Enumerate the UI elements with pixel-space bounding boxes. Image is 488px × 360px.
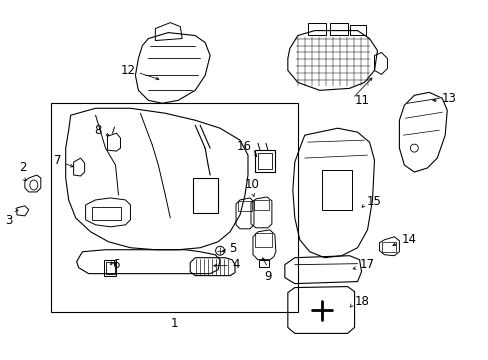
Text: 7: 7 bbox=[54, 154, 61, 167]
Text: 6: 6 bbox=[112, 258, 120, 271]
Text: 12: 12 bbox=[120, 64, 135, 77]
Bar bbox=[254, 150, 274, 172]
Text: 10: 10 bbox=[244, 178, 259, 191]
Text: 17: 17 bbox=[359, 258, 374, 271]
Bar bbox=[307, 23, 325, 35]
Bar bbox=[105, 262, 114, 274]
Bar bbox=[253, 200, 268, 210]
Bar bbox=[321, 170, 351, 210]
Text: 14: 14 bbox=[401, 233, 416, 246]
Bar bbox=[382, 242, 396, 252]
Bar bbox=[329, 23, 347, 35]
Bar bbox=[349, 24, 365, 35]
Bar bbox=[193, 178, 218, 213]
Bar bbox=[259, 260, 268, 267]
Text: 15: 15 bbox=[366, 195, 381, 208]
Bar bbox=[103, 260, 116, 276]
Text: 13: 13 bbox=[440, 92, 455, 105]
Text: 1: 1 bbox=[170, 318, 178, 330]
Bar bbox=[254, 233, 271, 247]
Text: 16: 16 bbox=[237, 140, 251, 153]
Bar bbox=[91, 207, 121, 220]
Text: 9: 9 bbox=[264, 270, 271, 283]
Text: 4: 4 bbox=[232, 258, 239, 271]
Text: 3: 3 bbox=[5, 214, 13, 227]
Text: 2: 2 bbox=[19, 161, 26, 174]
Bar bbox=[258, 153, 271, 169]
Bar bbox=[51, 103, 297, 312]
Bar bbox=[238, 201, 251, 211]
Text: 8: 8 bbox=[94, 124, 102, 137]
Text: 5: 5 bbox=[228, 242, 236, 255]
Text: 11: 11 bbox=[354, 94, 369, 107]
Text: 18: 18 bbox=[354, 295, 369, 308]
